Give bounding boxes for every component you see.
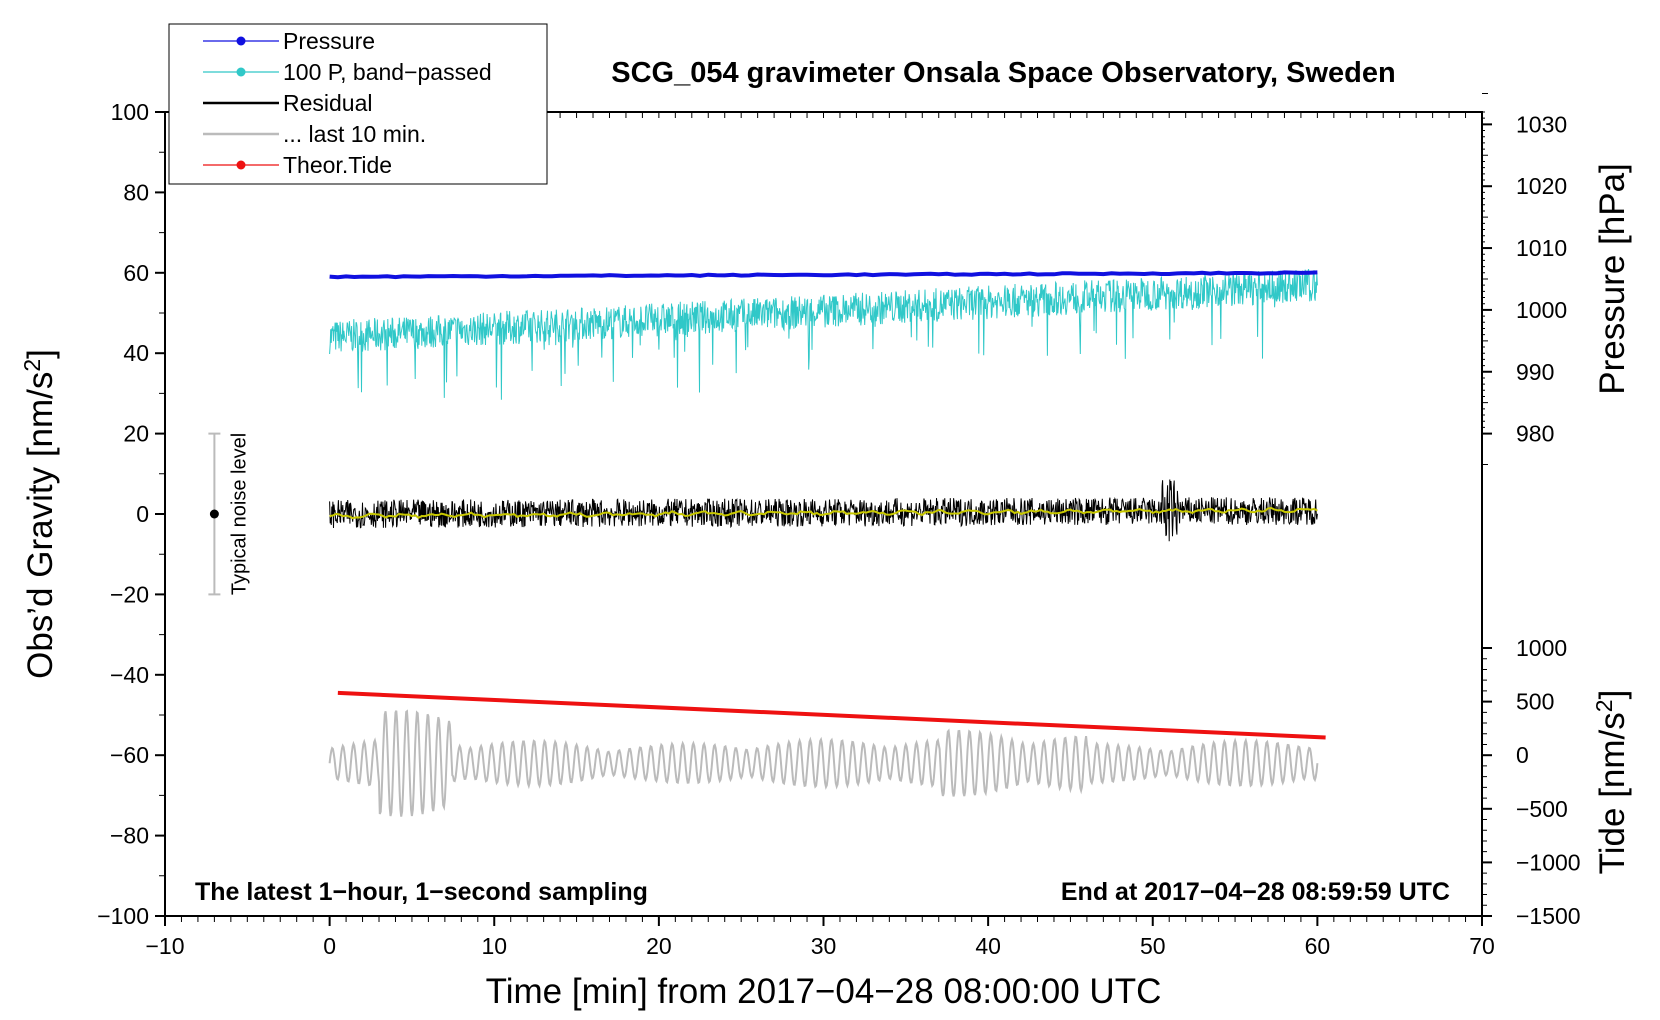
data-layer: Typical noise level bbox=[208, 268, 1326, 817]
tide-axis-label: Tide [nm/s2] bbox=[1591, 690, 1632, 875]
legend-marker bbox=[236, 36, 246, 46]
y-axis-label: Obs’d Gravity [nm/s2] bbox=[19, 349, 60, 679]
y-tick-label: −20 bbox=[110, 581, 149, 607]
sampling-annotation: The latest 1−hour, 1−second sampling bbox=[195, 878, 648, 906]
y-tick-label: 20 bbox=[123, 421, 149, 447]
x-tick-label: 50 bbox=[1140, 933, 1166, 959]
tide-tick-label: −500 bbox=[1516, 796, 1568, 822]
y-tick-label: −40 bbox=[110, 662, 149, 688]
y-tick-label: −100 bbox=[97, 903, 149, 929]
x-tick-label: 70 bbox=[1469, 933, 1495, 959]
pressure-tick-label: 990 bbox=[1516, 359, 1554, 385]
series-band-passed-line bbox=[329, 268, 1318, 400]
legend-label: ... last 10 min. bbox=[283, 121, 426, 147]
legend-label: Theor.Tide bbox=[283, 152, 392, 178]
x-tick-label: 0 bbox=[323, 933, 336, 959]
tide-tick-label: 1000 bbox=[1516, 635, 1567, 661]
series-pressure-line bbox=[329, 270, 1318, 280]
legend-marker bbox=[236, 67, 246, 77]
tide-minor-ticks bbox=[1482, 658, 1487, 906]
pressure-tick-label: 1010 bbox=[1516, 235, 1567, 261]
legend-label: Residual bbox=[283, 90, 373, 116]
tide-tick-label: 500 bbox=[1516, 689, 1554, 715]
x-tick-label: 60 bbox=[1305, 933, 1331, 959]
axis-ticks: −10 0 10 20 30 40 50 60 70−100−80−60−40−20020406… bbox=[97, 92, 1581, 959]
y-tick-label: 60 bbox=[123, 260, 149, 286]
pressure-tick-label: 980 bbox=[1516, 421, 1554, 447]
pressure-tick-label: 1020 bbox=[1516, 173, 1567, 199]
y-tick-label: 0 bbox=[136, 501, 149, 527]
x-axis-label: Time [min] from 2017−04−28 08:00:00 UTC bbox=[486, 972, 1162, 1011]
x-tick-label: 20 bbox=[646, 933, 672, 959]
end-time-annotation: End at 2017−04−28 08:59:59 UTC bbox=[1061, 878, 1450, 906]
y-tick-label: −80 bbox=[110, 823, 149, 849]
x-tick-label: 30 bbox=[811, 933, 837, 959]
noise-bar-point bbox=[209, 509, 219, 519]
y-minor-ticks bbox=[159, 151, 165, 877]
legend-label: Pressure bbox=[283, 28, 375, 54]
tide-tick-label: −1500 bbox=[1516, 903, 1581, 929]
y-tick-label: −60 bbox=[110, 742, 149, 768]
y-tick-label: 100 bbox=[111, 99, 149, 125]
noise-bar-label: Typical noise level bbox=[228, 433, 250, 595]
tide-tick-label: 0 bbox=[1516, 742, 1529, 768]
legend-marker bbox=[236, 160, 246, 170]
pressure-minor-ticks bbox=[1482, 92, 1488, 466]
y-tick-label: 40 bbox=[123, 340, 149, 366]
series-residual-smoothed-line bbox=[329, 506, 1318, 520]
x-tick-label: −10 bbox=[145, 933, 184, 959]
series-theor-tide-line bbox=[337, 690, 1326, 740]
pressure-tick-label: 1000 bbox=[1516, 297, 1567, 323]
legend-label: 100 P, band−passed bbox=[283, 59, 492, 85]
x-tick-label: 10 bbox=[481, 933, 507, 959]
legend: Pressure 100 P, band−passed Residual ... la… bbox=[168, 23, 548, 185]
pressure-axis-label: Pressure [hPa] bbox=[1593, 163, 1632, 395]
y-tick-label: 80 bbox=[123, 179, 149, 205]
series-residual-line bbox=[329, 479, 1318, 542]
pressure-tick-label: 1030 bbox=[1516, 111, 1567, 137]
series-last-10-min-line bbox=[328, 709, 1319, 817]
tide-tick-label: −1000 bbox=[1516, 849, 1581, 875]
x-tick-label: 40 bbox=[975, 933, 1001, 959]
chart-title: SCG_054 gravimeter Onsala Space Observat… bbox=[611, 57, 1395, 89]
